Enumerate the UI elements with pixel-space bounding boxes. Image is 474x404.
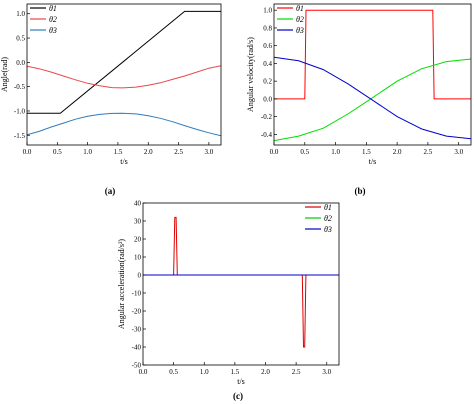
legend-label: θ1 [49,4,57,13]
series-line-1 [274,9,471,100]
x-axis-label: t/s [120,157,128,166]
y-tick-label: -10 [132,290,142,298]
y-tick-label: 1.0 [16,10,25,18]
x-tick-label: 2.0 [393,148,402,156]
x-tick-label: 2.5 [424,148,433,156]
y-tick-label: -0.4 [261,131,273,139]
y-tick-label: 0.5 [16,35,25,43]
y-tick-label: 0.8 [263,24,272,32]
series-line-2 [27,65,221,89]
legend: θ1 θ2 θ3 [305,203,332,234]
y-axis-label: Angular acceleration(rad/s²) [117,239,126,329]
y-tick-label: 40 [134,200,142,208]
series-line-3 [274,56,471,140]
y-tick-label: -40 [132,344,142,352]
y-tick-label: -20 [132,308,142,316]
legend-label: θ1 [324,203,332,212]
legend-label: θ2 [296,15,304,24]
y-tick-label: -0.5 [14,83,26,91]
x-axis-label: t/s [237,377,245,386]
legend-label: θ3 [49,26,57,35]
y-tick-label: 0.0 [16,59,25,67]
x-tick-label: 3.0 [454,148,463,156]
plot-frame [273,3,472,146]
x-tick-label: 2.5 [174,148,183,156]
x-tick-label: 2.0 [144,148,153,156]
series-line-1 [27,10,221,114]
x-tick-label: 3.0 [322,368,331,376]
legend-label: θ1 [296,4,304,13]
x-tick-label: 1.5 [362,148,371,156]
legend-label: θ2 [324,214,332,223]
panel-label: (c) [233,391,243,401]
y-tick-label: 0.0 [263,95,272,103]
series-line-3 [27,112,221,137]
legend-label: θ3 [296,26,304,35]
y-tick-label: -1.5 [14,132,26,140]
x-tick-label: 3.0 [205,148,214,156]
panel-label: (a) [105,186,116,196]
plot-frame [26,3,222,146]
panel-label: (b) [355,186,366,196]
plot-frame [142,202,340,366]
x-tick-label: 0.5 [300,148,309,156]
panel-c: 0.0 0.5 1.0 1.5 2.0 2.5 3.0 -50 -40 -30 -20 -10 0 10 2… [117,200,340,401]
y-tick-label: -0.2 [261,113,273,121]
x-axis-label: t/s [369,157,377,166]
x-tick-label: 0.5 [53,148,62,156]
x-tick-label: 0.0 [23,148,32,156]
legend-label: θ3 [324,225,332,234]
x-tick-label: 0.0 [139,368,148,376]
series-line-1 [143,216,339,348]
y-tick-label: 0.2 [263,78,272,86]
x-tick-label: 1.5 [114,148,123,156]
y-tick-label: -50 [132,362,142,370]
y-tick-label: 0 [138,272,142,280]
y-axis-label: Angle(rad) [0,57,9,92]
legend-label: θ2 [49,15,57,24]
y-tick-label: 0.4 [263,60,272,68]
y-axis-label: Angular velocity(rad/s) [246,37,255,112]
legend: θ1 θ2 θ3 [277,4,304,35]
panel-a: 0.0 0.5 1.0 1.5 2.0 2.5 3.0 -1.5 -1.0 -0.5 0.0 0.5 1… [0,3,222,196]
y-tick-label: 10 [134,254,142,262]
y-tick-label: 30 [134,218,142,226]
legend: θ1 θ2 θ3 [30,4,57,35]
panel-b: 0.0 0.5 1.0 1.5 2.0 2.5 3.0 -0.4 -0.2 0.0 0.2 0.4 0.… [246,3,472,196]
x-tick-label: 2.0 [261,368,270,376]
y-tick-label: -1.0 [14,107,26,115]
x-tick-label: 1.0 [83,148,92,156]
y-tick-label: -30 [132,326,142,334]
y-tick-label: 0.6 [263,42,272,50]
y-tick-label: 20 [134,236,142,244]
x-tick-label: 0.5 [169,368,178,376]
x-tick-label: 1.0 [331,148,340,156]
x-tick-label: 0.0 [270,148,279,156]
x-tick-label: 1.5 [231,368,240,376]
y-tick-label: 1.0 [263,7,272,15]
x-tick-label: 2.5 [292,368,301,376]
x-tick-label: 1.0 [200,368,209,376]
